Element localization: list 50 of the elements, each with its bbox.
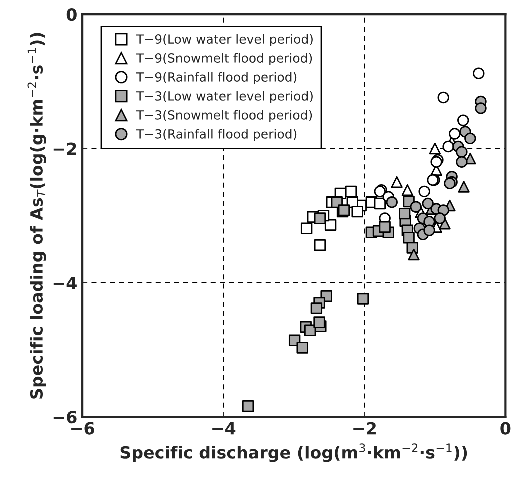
point [434,212,446,224]
legend-label: T−9(Rainfall flood period) [136,72,297,84]
x-tick-label: 0 [500,422,511,435]
point [422,198,434,210]
legend-label: T−3(Low water level period) [136,91,313,104]
point [464,132,476,145]
x-tick-label: −2 [354,422,376,435]
point [296,342,308,354]
point [403,232,415,244]
legend-label: T−3(Snowmelt flood period) [136,110,312,122]
y-axis-title: Specific loading of As$_{T}$(log(g·km$^{−2}$·s$^{−1}$)) [28,33,46,399]
legend-label: T−9(Snowmelt flood period) [136,53,312,66]
point [386,196,398,208]
legend-label: T−3(Rainfall flood period) [136,129,297,142]
point [391,176,403,188]
point [402,184,414,196]
point [456,156,468,168]
point [458,114,470,126]
point [473,68,485,80]
x-tick-label: −6 [72,422,94,435]
point [475,102,487,114]
point [357,293,370,305]
point [458,181,470,193]
x-tick-label: −4 [212,422,236,435]
point [418,186,430,198]
point [314,240,326,252]
y-tick-label: −6 [54,411,77,424]
point [398,208,411,220]
point [310,302,323,314]
x-axis-title: Specific discharge (log(m$^{3}$·km$^{−2}$·s$^{−1}$)) [120,444,468,462]
point [374,198,386,210]
point [442,140,454,153]
point [424,224,436,236]
point [352,206,364,218]
point [242,400,254,412]
y-tick-label: 0 [66,8,77,22]
point [438,92,450,104]
point [304,324,316,336]
y-tick-label: −4 [54,277,77,290]
y-tick-label: −2 [54,142,76,156]
point [314,316,326,328]
point [379,221,391,234]
point [408,248,420,261]
point [300,222,313,234]
point [429,142,442,155]
point [456,146,468,158]
legend-label: T−9(Low water level period) [136,34,313,46]
point [410,201,422,213]
point [314,212,326,224]
point [449,128,461,140]
